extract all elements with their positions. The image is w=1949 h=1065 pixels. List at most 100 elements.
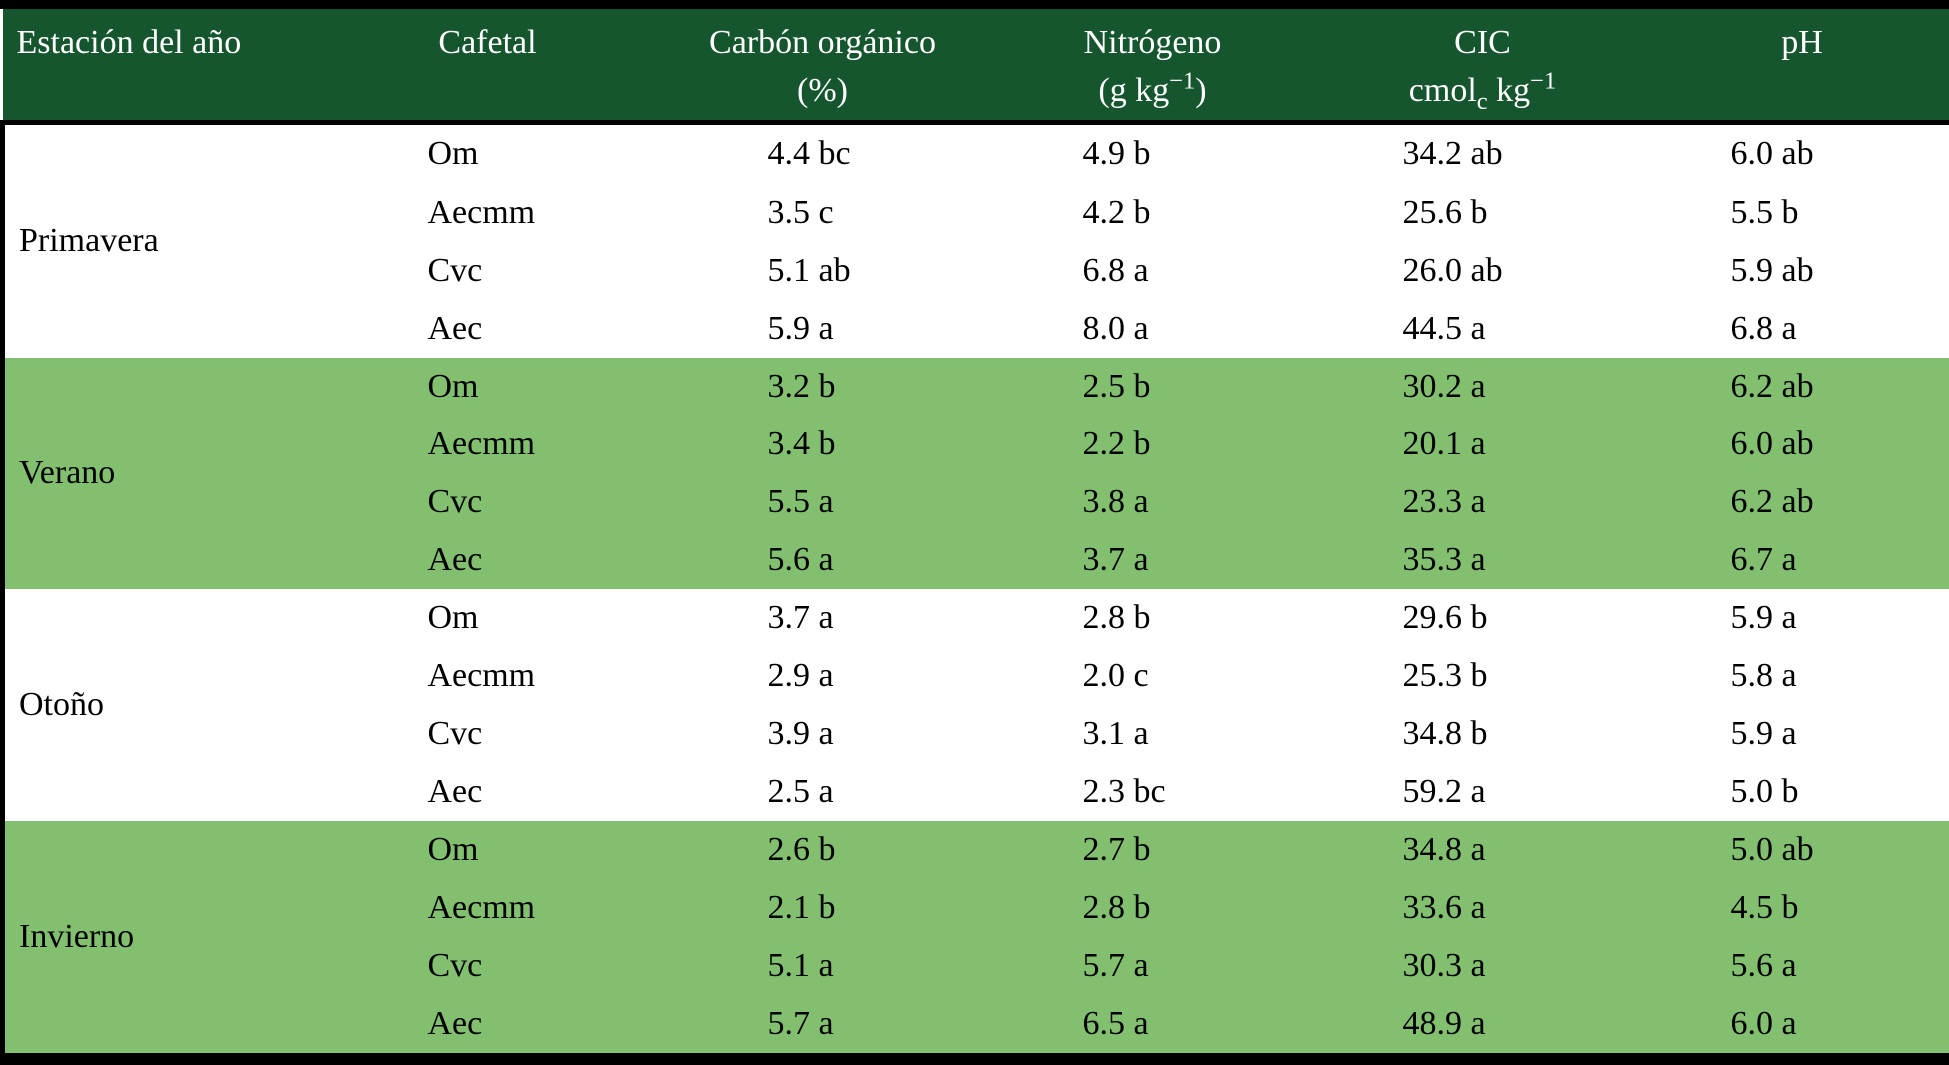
nitrogeno-cell: 2.2 b	[992, 415, 1313, 474]
cafetal-cell: Aecmm	[322, 415, 653, 474]
ph-cell: 5.9 a	[1652, 589, 1949, 648]
carbono-cell: 3.2 b	[652, 357, 993, 416]
col-header-nitrogeno-unit: (g kg−1)	[1098, 67, 1207, 110]
ph-cell: 5.8 a	[1652, 647, 1949, 706]
cic-cell: 44.5 a	[1312, 299, 1653, 358]
season-cell-invierno: Invierno	[0, 821, 323, 1053]
cic-cell: 34.8 a	[1312, 821, 1653, 879]
col-header-cic-unit: cmolc kg−1	[1408, 67, 1557, 116]
carbono-cell: 5.5 a	[652, 473, 993, 532]
carbono-cell: 2.9 a	[652, 647, 993, 706]
season-cell-otono: Otoño	[0, 589, 323, 822]
cafetal-cell: Cvc	[322, 936, 653, 995]
carbono-cell: 2.5 a	[652, 763, 993, 822]
carbono-cell: 2.6 b	[652, 821, 993, 879]
cafetal-cell: Cvc	[322, 241, 653, 300]
nitrogeno-cell: 8.0 a	[992, 299, 1313, 358]
cic-cell: 23.3 a	[1312, 473, 1653, 532]
col-header-cic-label: CIC	[1454, 24, 1511, 61]
carbono-cell: 3.9 a	[652, 705, 993, 764]
cic-cell: 48.9 a	[1312, 994, 1653, 1053]
col-header-carbono-label: Carbón orgánico	[709, 24, 936, 61]
ph-cell: 5.0 b	[1652, 763, 1949, 822]
table-row: Aec 2.5 a 2.3 bc 59.2 a 5.0 b	[3, 763, 1949, 822]
col-header-estacion-label: Estación del año	[16, 24, 242, 61]
ph-cell: 6.2 ab	[1652, 473, 1949, 532]
table-row: Cvc 5.5 a 3.8 a 23.3 a 6.2 ab	[3, 473, 1949, 532]
table-row: Cvc 5.1 a 5.7 a 30.3 a 5.6 a	[3, 936, 1949, 995]
cic-cell: 33.6 a	[1312, 879, 1653, 937]
nitrogeno-cell: 6.8 a	[992, 241, 1313, 300]
cafetal-cell: Om	[322, 589, 653, 648]
ph-cell: 5.0 ab	[1652, 821, 1949, 879]
table-row: Aecmm 3.5 c 4.2 b 25.6 b 5.5 b	[3, 183, 1949, 242]
carbono-cell: 4.4 bc	[652, 122, 993, 184]
ph-cell: 4.5 b	[1652, 879, 1949, 937]
table-row: Cvc 5.1 ab 6.8 a 26.0 ab 5.9 ab	[3, 241, 1949, 300]
cafetal-cell: Cvc	[322, 473, 653, 532]
nitrogeno-cell: 2.3 bc	[992, 763, 1313, 822]
nitrogeno-cell: 3.7 a	[992, 531, 1313, 590]
cafetal-cell: Aec	[322, 299, 653, 358]
season-cell-primavera: Primavera	[0, 122, 323, 358]
table-row: Aec 5.7 a 6.5 a 48.9 a 6.0 a	[3, 994, 1949, 1053]
table-row: Cvc 3.9 a 3.1 a 34.8 b 5.9 a	[3, 705, 1949, 764]
carbono-cell: 3.5 c	[652, 183, 993, 242]
table-header: Estación del año Cafetal Carbón orgánico…	[2, 9, 1949, 125]
cic-cell: 59.2 a	[1312, 763, 1653, 822]
cic-cell: 29.6 b	[1312, 589, 1653, 648]
nitrogeno-cell: 2.5 b	[992, 357, 1313, 416]
ph-cell: 6.0 ab	[1652, 415, 1949, 474]
carbono-cell: 3.7 a	[652, 589, 993, 648]
nitrogeno-cell: 3.8 a	[992, 473, 1313, 532]
col-header-carbono: Carbón orgánico (%)	[652, 9, 993, 125]
col-header-cafetal-label: Cafetal	[438, 24, 537, 61]
nitrogeno-cell: 6.5 a	[992, 994, 1313, 1053]
ph-cell: 6.2 ab	[1652, 357, 1949, 416]
carbono-cell: 3.4 b	[652, 415, 993, 474]
nitrogeno-cell: 2.7 b	[992, 821, 1313, 879]
col-header-carbono-unit: (%)	[797, 72, 848, 110]
col-header-ph: pH	[1652, 9, 1949, 125]
table-row: Invierno Om 2.6 b 2.7 b 34.8 a 5.0 ab	[0, 821, 1949, 1053]
table-row: Aecmm 2.1 b 2.8 b 33.6 a 4.5 b	[3, 879, 1949, 937]
header-row: Estación del año Cafetal Carbón orgánico…	[2, 9, 1949, 125]
carbono-cell: 5.9 a	[652, 299, 993, 358]
nitrogeno-cell: 5.7 a	[992, 936, 1313, 995]
table-bottom-border	[0, 1053, 1949, 1065]
table-row: Primavera Om 4.4 bc 4.9 b 34.2 ab 6.0 ab	[0, 122, 1949, 358]
cic-cell: 26.0 ab	[1312, 241, 1653, 300]
carbono-cell: 5.1 ab	[652, 241, 993, 300]
cic-cell: 30.3 a	[1312, 936, 1653, 995]
nitrogeno-cell: 4.9 b	[992, 122, 1313, 184]
nitrogeno-cell: 3.1 a	[992, 705, 1313, 764]
ph-cell: 5.9 a	[1652, 705, 1949, 764]
ph-cell: 6.8 a	[1652, 299, 1949, 358]
cic-cell: 25.6 b	[1312, 183, 1653, 242]
nitrogeno-cell: 2.0 c	[992, 647, 1313, 706]
table-row: Verano Om 3.2 b 2.5 b 30.2 a 6.2 ab	[0, 357, 1949, 590]
col-header-ph-label: pH	[1781, 24, 1823, 61]
nitrogeno-cell: 2.8 b	[992, 879, 1313, 937]
cic-cell: 30.2 a	[1312, 357, 1653, 416]
ph-cell: 5.9 ab	[1652, 241, 1949, 300]
soil-properties-table: Estación del año Cafetal Carbón orgánico…	[0, 9, 1949, 1053]
carbono-cell: 5.1 a	[652, 936, 993, 995]
cafetal-cell: Cvc	[322, 705, 653, 764]
cic-cell: 35.3 a	[1312, 531, 1653, 590]
cic-cell: 34.2 ab	[1312, 122, 1653, 184]
cic-cell: 25.3 b	[1312, 647, 1653, 706]
ph-cell: 5.5 b	[1652, 183, 1949, 242]
nitrogeno-cell: 2.8 b	[992, 589, 1313, 648]
ph-cell: 6.7 a	[1652, 531, 1949, 590]
col-header-nitrogeno: Nitrógeno (g kg−1)	[992, 9, 1313, 125]
cafetal-cell: Aecmm	[322, 879, 653, 937]
table-row: Aec 5.9 a 8.0 a 44.5 a 6.8 a	[3, 299, 1949, 358]
cafetal-cell: Om	[322, 357, 653, 416]
cic-cell: 34.8 b	[1312, 705, 1653, 764]
table-row: Otoño Om 3.7 a 2.8 b 29.6 b 5.9 a	[0, 589, 1949, 822]
cic-cell: 20.1 a	[1312, 415, 1653, 474]
col-header-estacion: Estación del año	[2, 9, 323, 125]
ph-cell: 6.0 ab	[1652, 122, 1949, 184]
